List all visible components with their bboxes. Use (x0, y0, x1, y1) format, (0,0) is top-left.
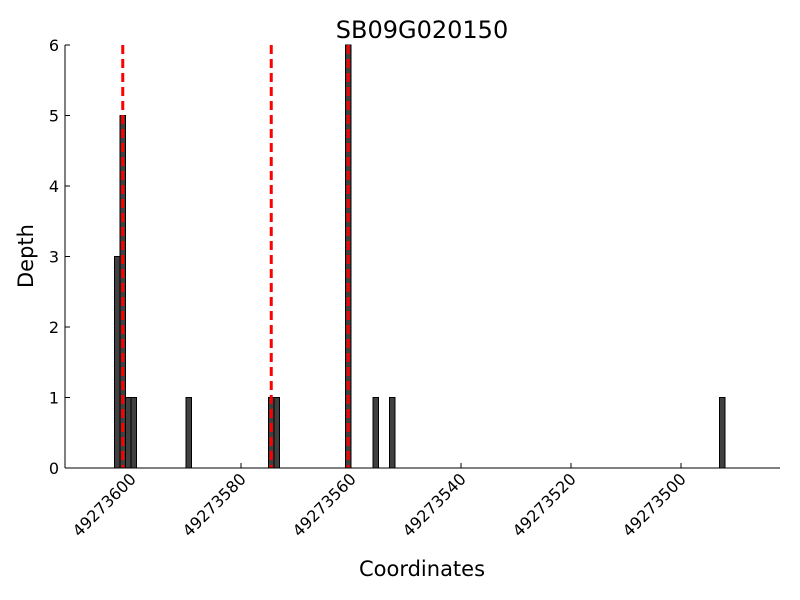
bar (125, 397, 132, 469)
x-tick-label: 49273600 (69, 469, 140, 540)
bar (114, 256, 121, 469)
x-tick-label: 49273500 (619, 469, 690, 540)
y-tick-label: 2 (49, 318, 59, 337)
y-tick-label: 1 (49, 389, 59, 408)
bar (719, 397, 726, 469)
bar (130, 397, 137, 469)
x-tick-label: 49273580 (179, 469, 250, 540)
bar (389, 397, 396, 469)
x-tick-label: 49273520 (509, 469, 580, 540)
x-tick-label: 49273540 (399, 469, 470, 540)
y-tick-label: 4 (49, 177, 59, 196)
y-tick-label: 6 (49, 36, 59, 55)
y-axis-label: Depth (14, 224, 38, 288)
x-tick-label: 49273560 (289, 469, 360, 540)
chart-title: SB09G020150 (336, 16, 508, 44)
bar (185, 397, 192, 469)
y-tick-label: 0 (49, 459, 59, 478)
bar (372, 397, 379, 469)
bar (273, 397, 280, 469)
y-tick-label: 3 (49, 248, 59, 267)
y-tick-label: 5 (49, 107, 59, 126)
x-axis-label: Coordinates (359, 557, 485, 581)
